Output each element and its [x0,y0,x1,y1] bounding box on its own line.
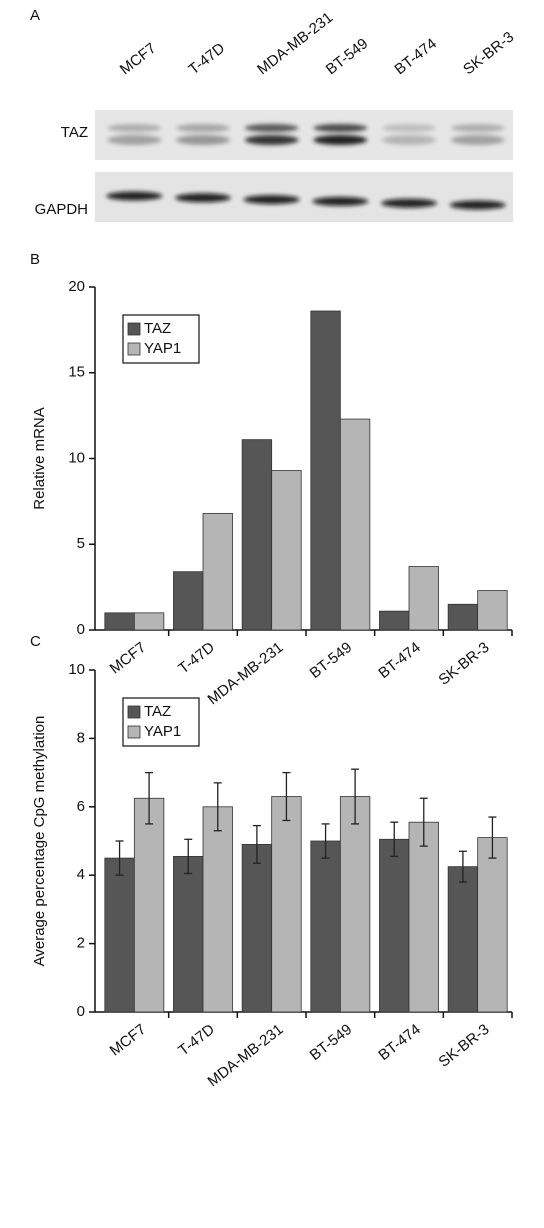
bar [134,798,164,1012]
bar [448,604,478,630]
blot-background [95,110,513,160]
x-tick-label: SK-BR-3 [435,1021,492,1071]
y-tick-label: 2 [77,935,85,952]
legend-swatch [128,343,140,355]
panel-label: A [30,7,40,24]
legend-swatch [128,706,140,718]
legend-label: YAP1 [144,723,181,740]
bar [311,311,341,630]
bar [478,591,508,630]
panel-label: B [30,251,40,268]
legend-swatch [128,323,140,335]
blot-band [176,135,230,145]
lane-label: T-47D [185,40,228,79]
lane-label: BT-549 [323,35,372,78]
bar [105,858,135,1012]
bar [448,867,478,1012]
blot-band [312,197,368,206]
y-tick-label: 10 [68,661,85,678]
bar [311,841,341,1012]
bar [340,419,370,630]
bar [379,839,409,1012]
bar [134,613,164,630]
y-tick-label: 6 [77,798,85,815]
blot-band [107,135,161,145]
lane-label: MCF7 [117,40,160,79]
blot-row-label: TAZ [61,124,88,141]
bar [409,822,439,1012]
y-tick-label: 10 [68,449,85,466]
x-tick-label: T-47D [175,1021,218,1060]
bar [105,613,135,630]
x-tick-label: BT-549 [307,639,356,682]
bar [272,471,302,630]
bar [203,513,233,630]
blot-band [450,201,506,210]
bar [409,567,439,630]
blot-band [107,124,161,132]
legend-label: TAZ [144,703,171,720]
x-tick-label: BT-474 [375,639,424,682]
blot-band [175,193,231,202]
bar [379,611,409,630]
y-axis-label: Relative mRNA [31,407,48,510]
x-tick-label: MCF7 [107,1021,150,1060]
blot-band [313,124,367,132]
bar [340,797,370,1012]
bar [272,797,302,1012]
y-tick-label: 20 [68,278,85,295]
x-tick-label: MCF7 [107,639,150,678]
bar [203,807,233,1012]
bar [478,838,508,1012]
bar [173,856,203,1012]
y-tick-label: 4 [77,866,85,883]
y-tick-label: 5 [77,535,85,552]
blot-band [382,124,436,132]
bar [173,572,203,630]
blot-band [245,124,299,132]
y-axis-label: Average percentage CpG methylation [31,716,48,967]
x-tick-label: BT-549 [307,1021,356,1064]
y-tick-label: 8 [77,729,85,746]
y-tick-label: 0 [77,1003,85,1020]
blot-row-label: GAPDH [35,201,88,218]
legend-label: TAZ [144,320,171,337]
lane-label: SK-BR-3 [460,28,517,78]
x-tick-label: T-47D [175,639,218,678]
figure: A TAZ GAPDH MCF7T-47DMDA-MB-231BT-549BT-… [0,0,544,1228]
blot-band [451,135,505,145]
x-tick-label: BT-474 [375,1021,424,1064]
blot-band [381,199,437,208]
blot-band [106,192,162,201]
x-tick-label: MDA-MB-231 [205,639,287,708]
blot-band [382,135,436,145]
blot-band [313,135,367,145]
legend-swatch [128,726,140,738]
blot-band [451,124,505,132]
x-tick-label: SK-BR-3 [435,639,492,689]
blot-band [245,135,299,145]
bar [242,440,272,630]
panel-label: C [30,633,41,650]
lane-label: BT-474 [391,35,440,78]
blot-band [176,124,230,132]
x-tick-label: MDA-MB-231 [205,1021,287,1090]
legend-label: YAP1 [144,340,181,357]
bar [242,844,272,1012]
blot-band [244,195,300,204]
y-tick-label: 0 [77,621,85,638]
y-tick-label: 15 [68,364,85,381]
